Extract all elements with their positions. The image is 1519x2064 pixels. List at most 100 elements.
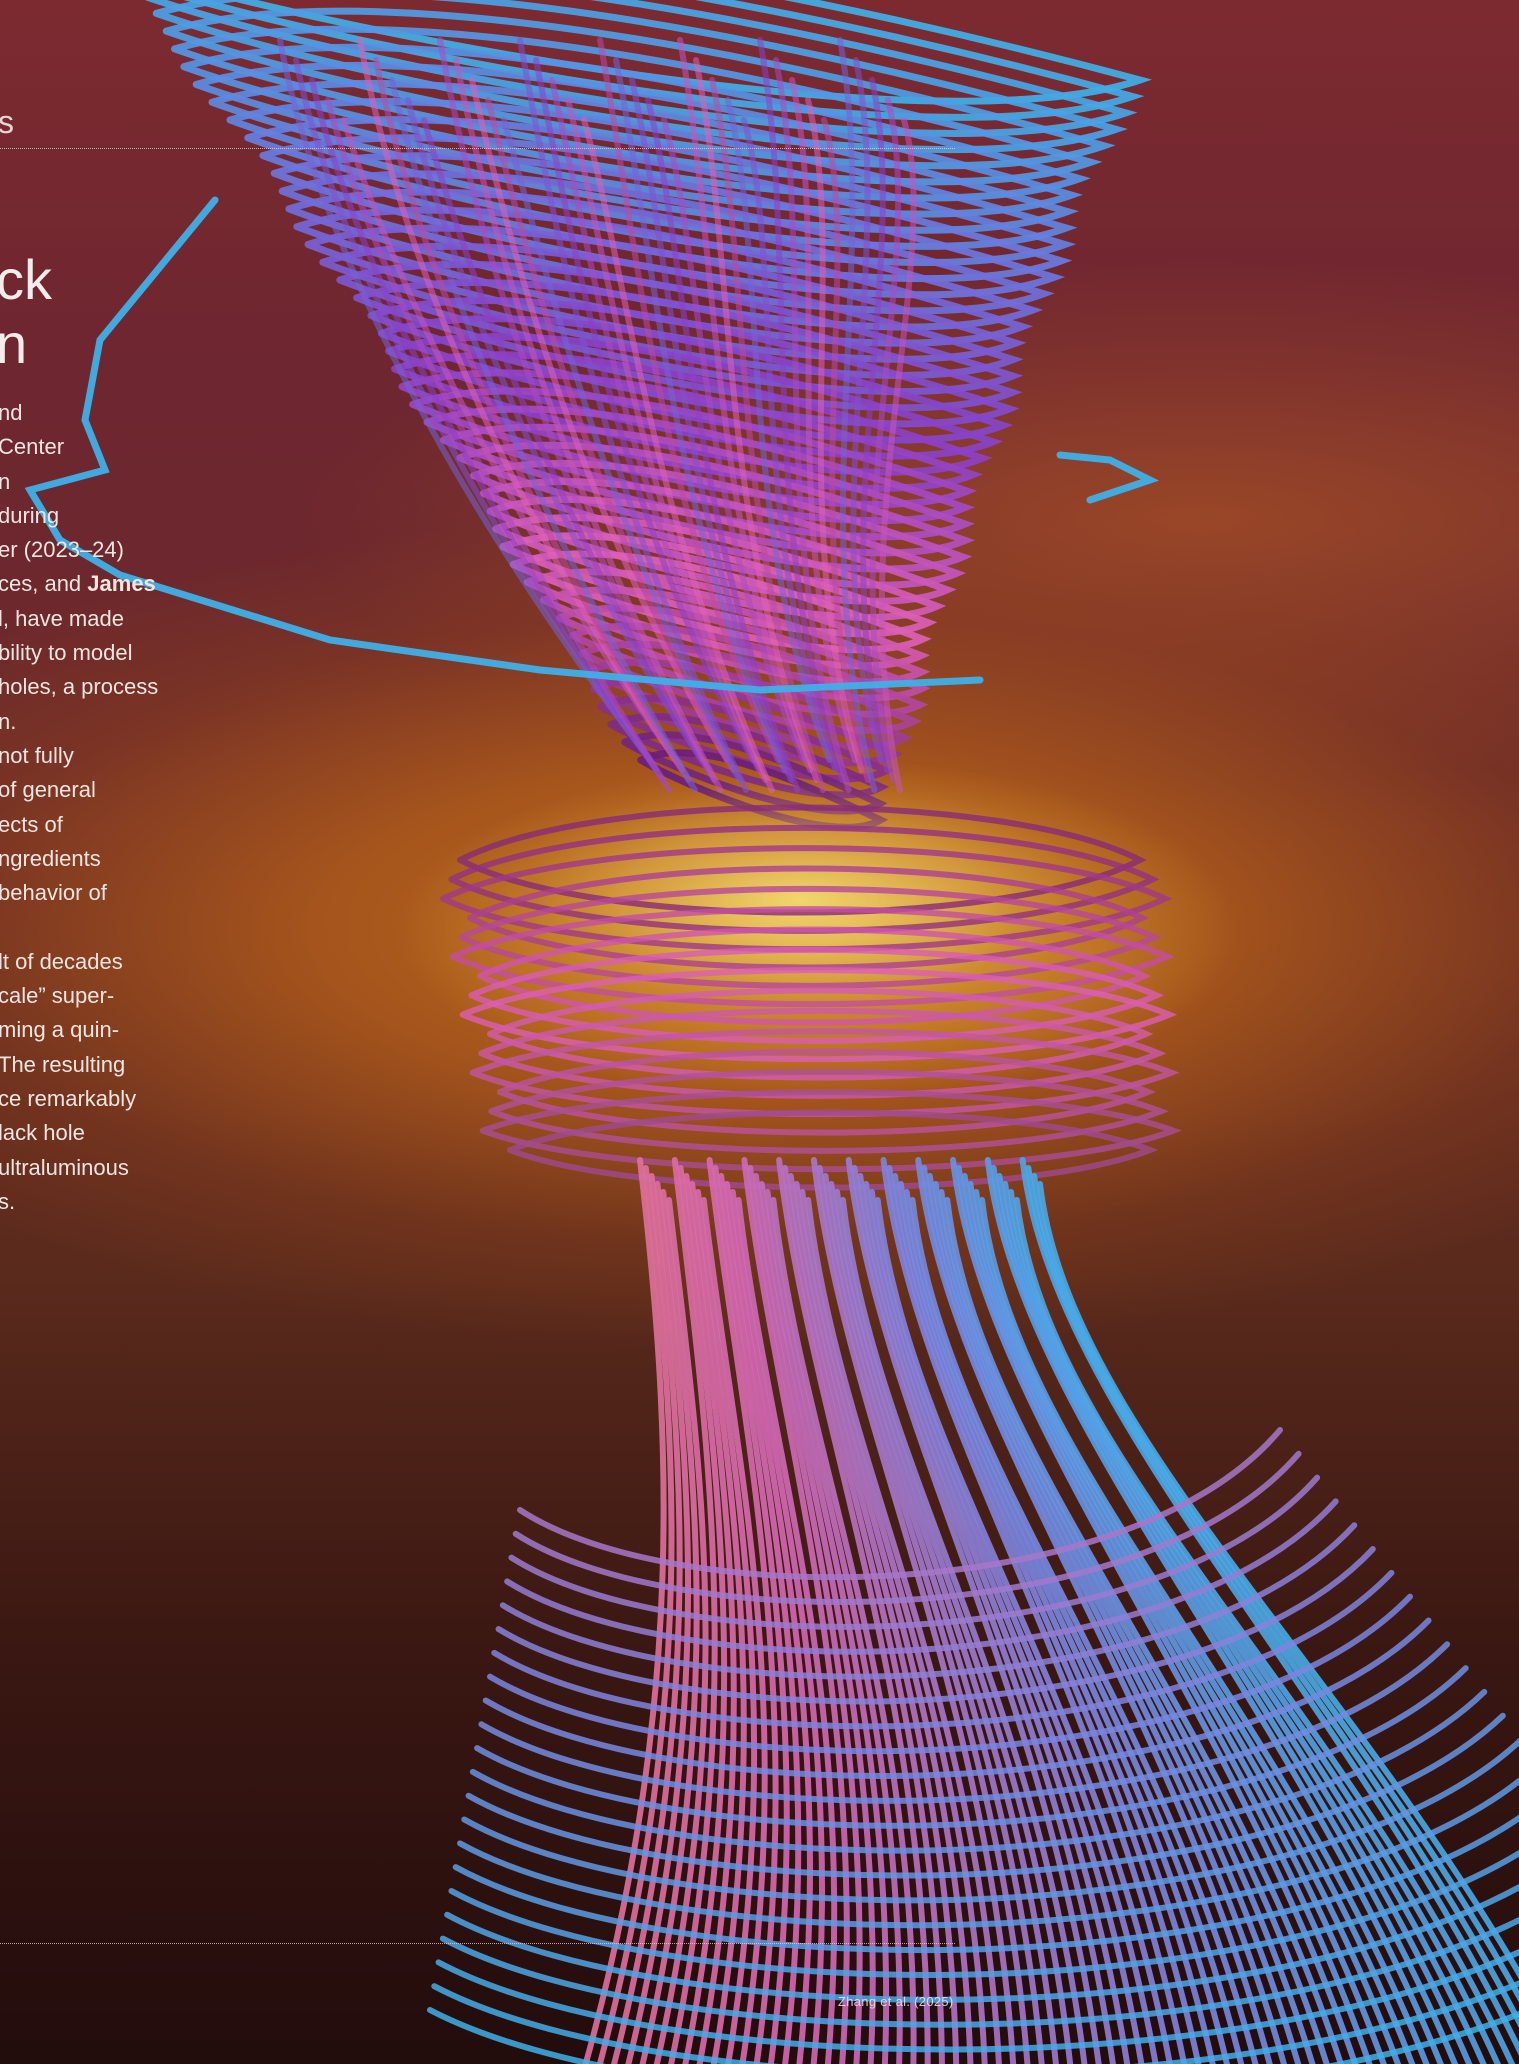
field-strand bbox=[693, 57, 820, 783]
field-strand bbox=[1002, 1181, 1487, 2064]
field-strand bbox=[837, 37, 878, 793]
field-strand bbox=[863, 1181, 1145, 2064]
field-ring bbox=[448, 1849, 1519, 1978]
field-ring bbox=[512, 1450, 1302, 1606]
field-strand bbox=[897, 1181, 1230, 2064]
field-strand bbox=[926, 1173, 1302, 2064]
body-line: bility to model bbox=[0, 640, 133, 666]
body-line: holes, a process bbox=[0, 674, 159, 700]
top-divider bbox=[0, 148, 955, 149]
disk-loop bbox=[487, 987, 1154, 1081]
field-strand bbox=[1037, 1181, 1519, 1980]
body-line: behavior of bbox=[0, 880, 107, 906]
body-line: during bbox=[0, 502, 60, 528]
body-line: not fully bbox=[0, 742, 74, 768]
field-strand bbox=[661, 117, 807, 763]
field-ring bbox=[444, 1883, 1519, 2003]
body-line: The resulting bbox=[0, 1051, 126, 1077]
field-strand bbox=[597, 37, 782, 763]
body-line: of general bbox=[0, 777, 96, 803]
field-strand bbox=[869, 97, 902, 783]
field-strand bbox=[373, 57, 692, 783]
field-loop bbox=[24, 196, 984, 694]
image-credit: Zhang et al. (2025) bbox=[838, 1994, 954, 2009]
field-ring bbox=[427, 2007, 1519, 2064]
paragraph-gap bbox=[0, 910, 168, 944]
field-ring bbox=[495, 1546, 1376, 1705]
field-ring bbox=[474, 1665, 1469, 1829]
upper-field-funnel bbox=[144, 0, 1153, 831]
disk-loop bbox=[479, 1089, 1182, 1173]
disk-loop bbox=[459, 967, 1178, 1063]
field-strand bbox=[405, 97, 705, 763]
body-line: ultraluminous bbox=[0, 1154, 129, 1180]
body-line: l, have made bbox=[0, 605, 124, 631]
body-line: ming a quin- bbox=[0, 1017, 120, 1043]
disk-loop bbox=[507, 1109, 1159, 1191]
headline-line-1: ck bbox=[0, 248, 52, 311]
section-label: s bbox=[0, 104, 15, 140]
field-strand bbox=[880, 1157, 1188, 2064]
disk-loop bbox=[458, 885, 1162, 989]
field-ring bbox=[491, 1569, 1395, 1730]
field-strand bbox=[700, 1197, 768, 2064]
field-strand bbox=[485, 97, 737, 773]
field-strand bbox=[668, 1157, 718, 2064]
body-line: ects of bbox=[0, 811, 63, 837]
field-ring bbox=[499, 1522, 1358, 1680]
lower-field-funnel bbox=[427, 1157, 1519, 2064]
field-strand bbox=[828, 1181, 1059, 2064]
field-ring bbox=[435, 1948, 1519, 2053]
field-strand bbox=[357, 37, 686, 773]
field-strand bbox=[979, 1197, 1430, 2064]
field-strand bbox=[878, 117, 917, 793]
body-line: er (2023–24) bbox=[0, 537, 124, 563]
field-ring bbox=[439, 1916, 1519, 2028]
disk-loop bbox=[478, 1007, 1167, 1099]
body-line: Center bbox=[0, 434, 65, 460]
headline-line-2: n bbox=[0, 312, 28, 375]
field-ring bbox=[461, 1737, 1519, 1904]
field-strand bbox=[834, 1189, 1074, 2064]
disk-loop bbox=[469, 1028, 1180, 1118]
body-line: ces, and James bbox=[0, 567, 168, 601]
field-strand bbox=[469, 77, 730, 763]
field-strand bbox=[293, 57, 660, 773]
disk-loop bbox=[457, 804, 1147, 916]
field-strand bbox=[277, 37, 653, 763]
disk-loop bbox=[497, 1048, 1156, 1136]
field-strand bbox=[984, 1157, 1444, 2064]
field-ring bbox=[465, 1712, 1506, 1879]
bottom-divider bbox=[0, 1943, 955, 1944]
field-ring bbox=[508, 1474, 1321, 1630]
body-line: lt of decades bbox=[0, 948, 123, 974]
field-ring bbox=[478, 1641, 1451, 1804]
field-strand bbox=[903, 1189, 1245, 2064]
field-strand bbox=[613, 57, 788, 773]
field-strand bbox=[689, 1181, 747, 2064]
body-line-text: ces, and bbox=[0, 571, 88, 597]
field-strand bbox=[437, 37, 718, 783]
field-strand bbox=[683, 1173, 737, 2064]
field-strand bbox=[990, 1165, 1459, 2064]
field-strand bbox=[709, 77, 827, 793]
field-strand bbox=[694, 1189, 758, 2064]
field-ring bbox=[487, 1593, 1413, 1755]
field-strand bbox=[645, 97, 801, 793]
field-strand bbox=[757, 37, 846, 783]
field-strand bbox=[851, 1165, 1116, 2064]
field-strand bbox=[421, 117, 711, 773]
body-line: ngredients bbox=[0, 845, 101, 871]
field-ring bbox=[504, 1498, 1339, 1655]
disk-loop bbox=[467, 865, 1149, 971]
field-strand bbox=[874, 1197, 1173, 2064]
field-strand bbox=[533, 57, 756, 763]
field-loop bbox=[1056, 451, 1160, 504]
field-strand bbox=[967, 1181, 1402, 2064]
outer-field-loop bbox=[24, 196, 1160, 694]
field-strand bbox=[549, 77, 762, 773]
field-strand bbox=[996, 1173, 1473, 2064]
body-line: n. bbox=[0, 708, 17, 734]
